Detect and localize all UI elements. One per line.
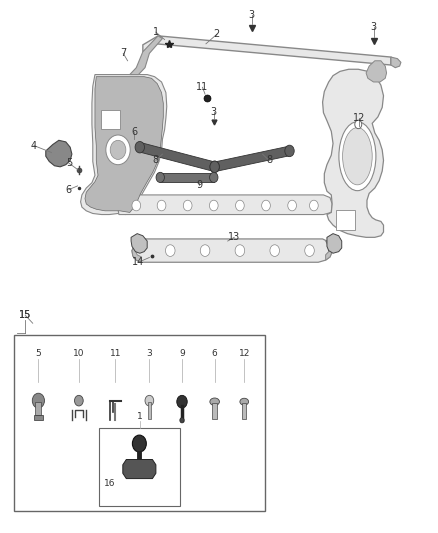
- Bar: [212, 403, 217, 419]
- Ellipse shape: [339, 122, 376, 191]
- Circle shape: [166, 245, 175, 256]
- Circle shape: [200, 245, 210, 256]
- Text: 8: 8: [266, 156, 272, 165]
- Polygon shape: [366, 61, 387, 82]
- Circle shape: [135, 141, 145, 153]
- Text: 6: 6: [66, 184, 72, 195]
- Text: 11: 11: [110, 350, 121, 359]
- Polygon shape: [143, 36, 391, 65]
- Polygon shape: [117, 195, 332, 215]
- Bar: [35, 402, 42, 415]
- Text: 16: 16: [104, 479, 116, 488]
- Text: 3: 3: [146, 350, 152, 359]
- Polygon shape: [85, 77, 163, 213]
- Bar: [148, 402, 151, 419]
- Text: 5: 5: [35, 350, 41, 359]
- Polygon shape: [46, 140, 72, 167]
- Circle shape: [177, 395, 187, 408]
- Circle shape: [310, 200, 318, 211]
- Text: 9: 9: [196, 180, 202, 190]
- Circle shape: [355, 120, 362, 128]
- Polygon shape: [322, 69, 384, 237]
- FancyBboxPatch shape: [99, 427, 180, 506]
- Polygon shape: [327, 233, 342, 253]
- Circle shape: [184, 200, 192, 211]
- Polygon shape: [132, 246, 141, 262]
- Polygon shape: [391, 57, 401, 68]
- Ellipse shape: [210, 398, 219, 406]
- Polygon shape: [123, 459, 156, 479]
- Text: 8: 8: [153, 156, 159, 165]
- Bar: [336, 211, 355, 230]
- Circle shape: [132, 200, 141, 211]
- Text: 12: 12: [353, 113, 365, 123]
- Text: 1: 1: [153, 27, 159, 37]
- Text: 11: 11: [196, 82, 208, 92]
- Text: 7: 7: [120, 49, 127, 58]
- Circle shape: [157, 200, 166, 211]
- Circle shape: [110, 140, 126, 159]
- Text: 3: 3: [249, 10, 255, 20]
- Circle shape: [32, 393, 45, 408]
- Polygon shape: [160, 173, 214, 182]
- Circle shape: [210, 161, 219, 173]
- Text: 2: 2: [214, 29, 220, 39]
- Ellipse shape: [343, 127, 372, 185]
- Text: 6: 6: [131, 127, 137, 138]
- Polygon shape: [139, 142, 215, 172]
- Polygon shape: [130, 36, 162, 75]
- Polygon shape: [81, 75, 167, 215]
- Text: 3: 3: [211, 107, 217, 117]
- Text: 15: 15: [19, 310, 32, 320]
- FancyBboxPatch shape: [14, 335, 265, 512]
- Circle shape: [235, 245, 245, 256]
- Text: 9: 9: [179, 350, 185, 359]
- Bar: [101, 110, 120, 128]
- Polygon shape: [325, 241, 332, 260]
- Circle shape: [180, 418, 184, 423]
- Circle shape: [305, 245, 314, 256]
- Text: 10: 10: [73, 350, 85, 359]
- Circle shape: [270, 245, 279, 256]
- Text: 3: 3: [371, 22, 377, 32]
- Bar: [34, 415, 43, 420]
- Circle shape: [236, 200, 244, 211]
- Circle shape: [210, 172, 218, 182]
- Ellipse shape: [240, 398, 249, 405]
- Text: 5: 5: [66, 158, 72, 168]
- Circle shape: [209, 200, 218, 211]
- Circle shape: [285, 145, 294, 157]
- Bar: [242, 403, 247, 419]
- Text: 12: 12: [239, 350, 250, 359]
- Circle shape: [210, 161, 219, 173]
- Text: 13: 13: [228, 232, 240, 243]
- Circle shape: [132, 435, 146, 452]
- Polygon shape: [214, 146, 290, 172]
- Polygon shape: [131, 233, 147, 253]
- Circle shape: [288, 200, 297, 211]
- Circle shape: [74, 395, 83, 406]
- Text: 4: 4: [31, 141, 37, 151]
- Text: 15: 15: [19, 310, 32, 320]
- Circle shape: [145, 395, 154, 406]
- Text: 6: 6: [212, 350, 218, 359]
- Text: 1: 1: [137, 411, 143, 421]
- Circle shape: [106, 135, 130, 165]
- Text: 14: 14: [132, 257, 145, 267]
- Polygon shape: [132, 239, 332, 262]
- Circle shape: [261, 200, 270, 211]
- Circle shape: [156, 172, 164, 182]
